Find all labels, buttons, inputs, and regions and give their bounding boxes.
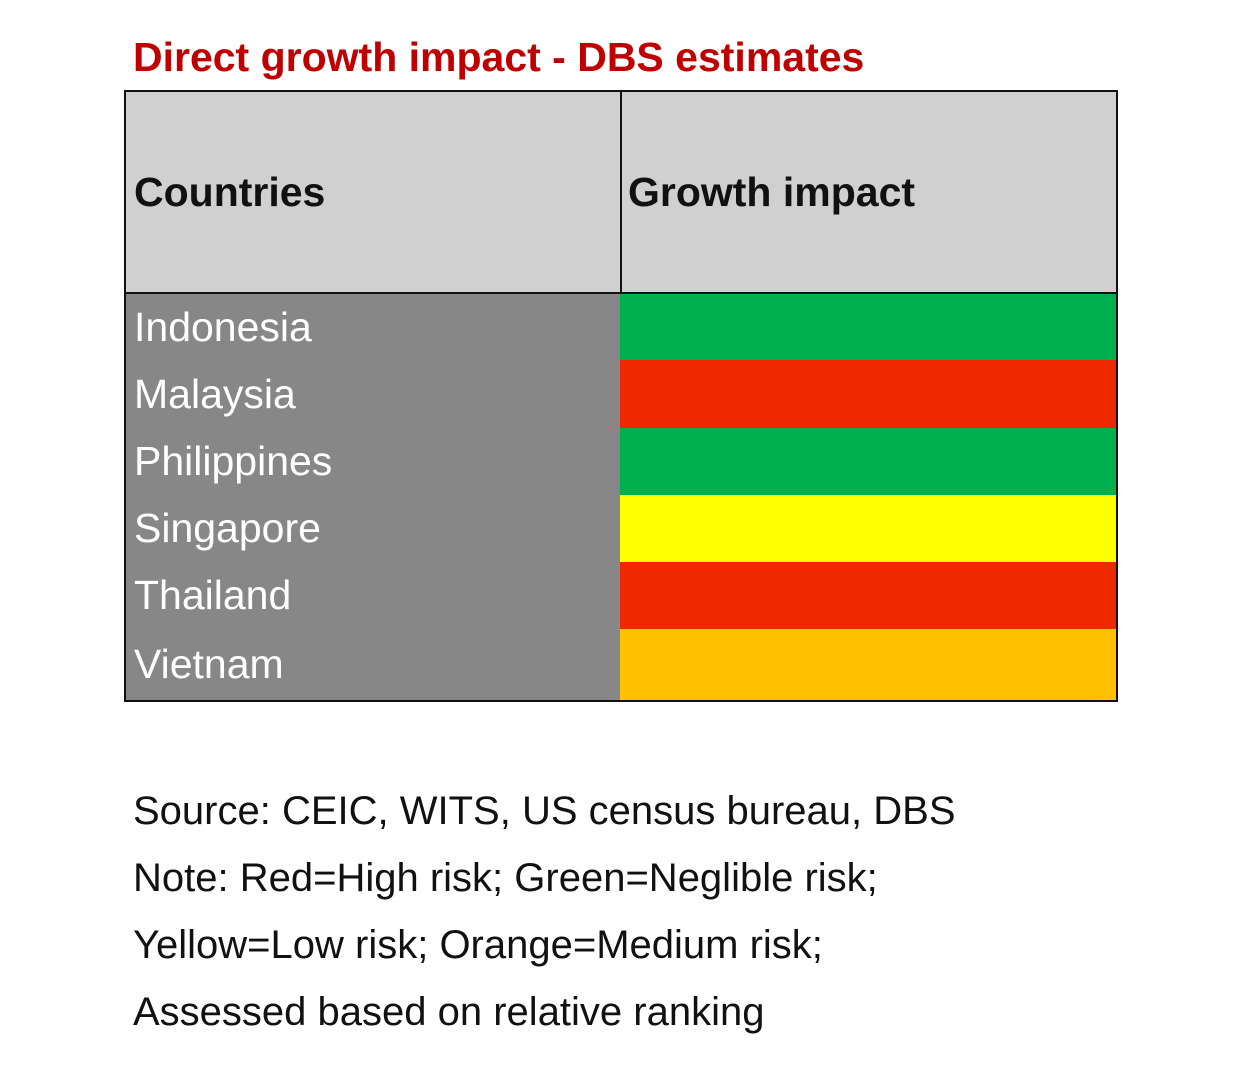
country-cell: Singapore: [126, 495, 620, 562]
country-cell: Indonesia: [126, 294, 620, 360]
table-row: Malaysia: [126, 360, 1116, 428]
ranking-note: Assessed based on relative ranking: [133, 990, 765, 1034]
table-body: Indonesia Malaysia Philippines Singapore Tha…: [126, 294, 1116, 700]
impact-cell-orange: [620, 629, 1116, 700]
source-note: Source: CEIC, WITS, US census bureau, DB…: [133, 789, 956, 833]
table-title: Direct growth impact - DBS estimates: [133, 34, 865, 80]
table-row: Indonesia: [126, 294, 1116, 360]
impact-cell-yellow: [620, 495, 1116, 562]
growth-impact-table: Countries Growth impact Indonesia Malaysi…: [124, 90, 1118, 702]
table-row: Philippines: [126, 428, 1116, 495]
header-growth-impact: Growth impact: [622, 92, 1116, 294]
country-cell: Thailand: [126, 562, 620, 629]
impact-cell-green: [620, 428, 1116, 495]
header-countries: Countries: [126, 92, 622, 294]
impact-cell-red: [620, 360, 1116, 428]
country-cell: Malaysia: [126, 360, 620, 428]
legend-note-2: Yellow=Low risk; Orange=Medium risk;: [133, 923, 823, 967]
table-row: Singapore: [126, 495, 1116, 562]
impact-cell-green: [620, 294, 1116, 360]
country-cell: Philippines: [126, 428, 620, 495]
legend-note-1: Note: Red=High risk; Green=Neglible risk…: [133, 856, 878, 900]
table-row: Thailand: [126, 562, 1116, 629]
country-cell: Vietnam: [126, 629, 620, 700]
impact-cell-red: [620, 562, 1116, 629]
table-row: Vietnam: [126, 629, 1116, 700]
notes: Source: CEIC, WITS, US census bureau, DB…: [133, 778, 956, 1046]
